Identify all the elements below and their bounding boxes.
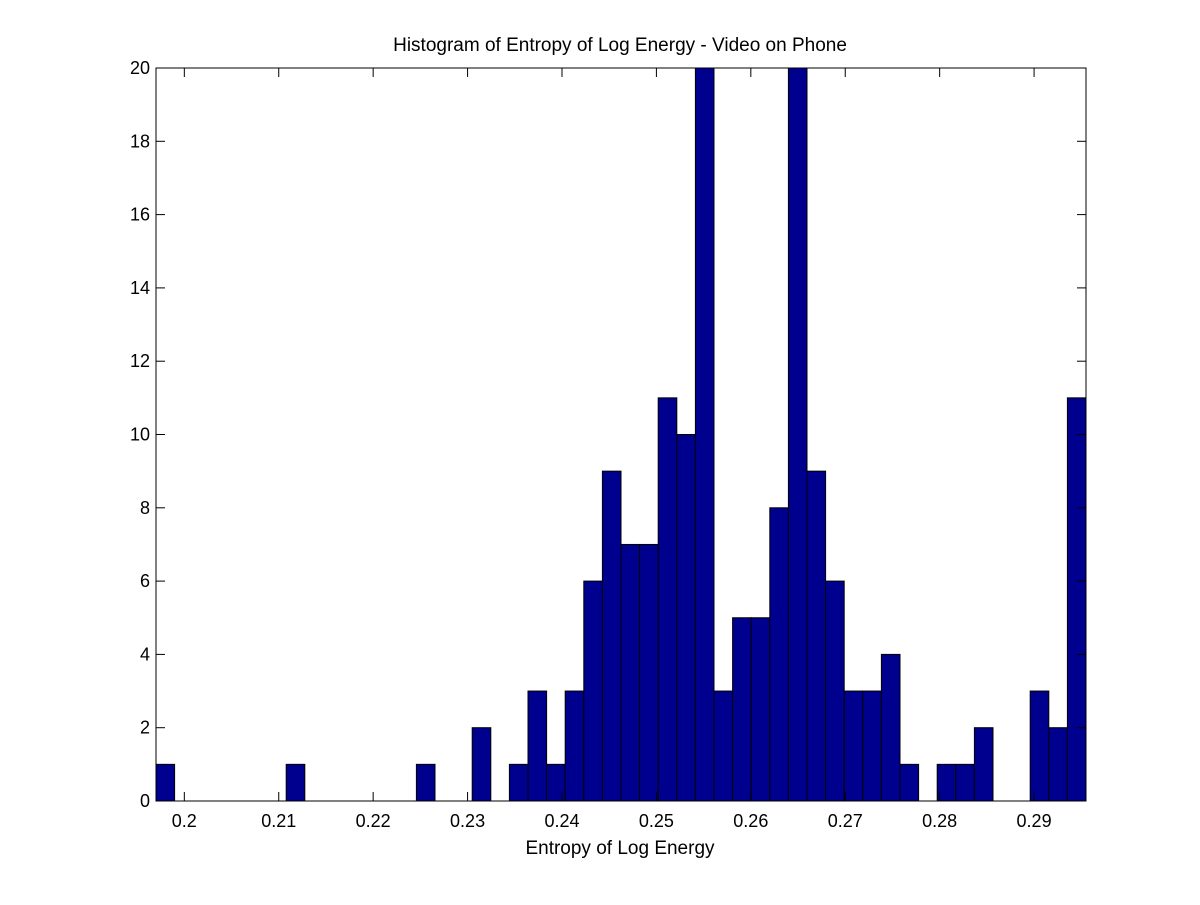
histogram-bar (843, 690, 864, 802)
y-tick-label: 6 (140, 571, 150, 591)
histogram-bar (694, 67, 715, 802)
histogram-bar (620, 543, 641, 802)
chart-title: Histogram of Entropy of Log Energy - Vid… (393, 35, 847, 56)
histogram-bar (155, 763, 176, 802)
x-tick-label: 0.23 (450, 811, 485, 831)
x-tick-label: 0.25 (639, 811, 674, 831)
histogram-bar (769, 507, 789, 802)
x-axis: 0.2 0.21 0.22 0.23 0.24 0.25 0.26 0.27 0.28 0.29 (172, 68, 1052, 831)
histogram-bar (806, 470, 827, 802)
x-tick-label: 0.2 (172, 811, 197, 831)
histogram-bar (657, 397, 678, 802)
y-tick-label: 20 (130, 58, 150, 78)
histogram-bar (973, 727, 994, 802)
histogram-bar (825, 580, 845, 802)
histogram-bar (471, 727, 492, 802)
x-axis-label: Entropy of Log Energy (525, 838, 715, 859)
histogram-bar (676, 434, 696, 802)
histogram-bar (750, 617, 771, 802)
y-tick-label: 16 (130, 205, 150, 225)
y-tick-label: 12 (130, 351, 150, 371)
histogram-bar (713, 690, 734, 802)
histogram-bar (899, 763, 920, 802)
histogram-bar (285, 763, 306, 802)
bars-layer (155, 67, 1087, 802)
y-axis: 0 2 4 6 8 10 12 14 16 18 20 (130, 58, 1086, 811)
histogram-bar (601, 470, 622, 802)
histogram-bar (955, 763, 975, 802)
histogram-bar (415, 763, 436, 802)
histogram-bar (862, 690, 882, 802)
y-tick-label: 10 (130, 425, 150, 445)
histogram-bar (732, 617, 752, 802)
y-tick-label: 2 (140, 718, 150, 738)
y-tick-label: 14 (130, 278, 150, 298)
x-tick-label: 0.22 (356, 811, 391, 831)
x-tick-label: 0.26 (733, 811, 768, 831)
y-tick-label: 8 (140, 498, 150, 518)
histogram-bar (508, 763, 529, 802)
histogram-bar (1029, 690, 1050, 802)
y-tick-label: 18 (130, 131, 150, 151)
x-tick-label: 0.27 (828, 811, 863, 831)
histogram-bar (1066, 397, 1087, 802)
x-tick-label: 0.24 (544, 811, 579, 831)
histogram-bar (583, 580, 603, 802)
histogram-bar (527, 690, 548, 802)
histogram-bar (1048, 727, 1068, 802)
histogram-bar (564, 690, 585, 802)
x-tick-label: 0.28 (922, 811, 957, 831)
histogram-bar (639, 543, 659, 802)
x-tick-label: 0.21 (261, 811, 296, 831)
y-tick-label: 0 (140, 791, 150, 811)
histogram-bar (787, 67, 808, 802)
y-tick-label: 4 (140, 644, 150, 664)
x-tick-label: 0.29 (1017, 811, 1052, 831)
histogram-bar (880, 653, 901, 802)
